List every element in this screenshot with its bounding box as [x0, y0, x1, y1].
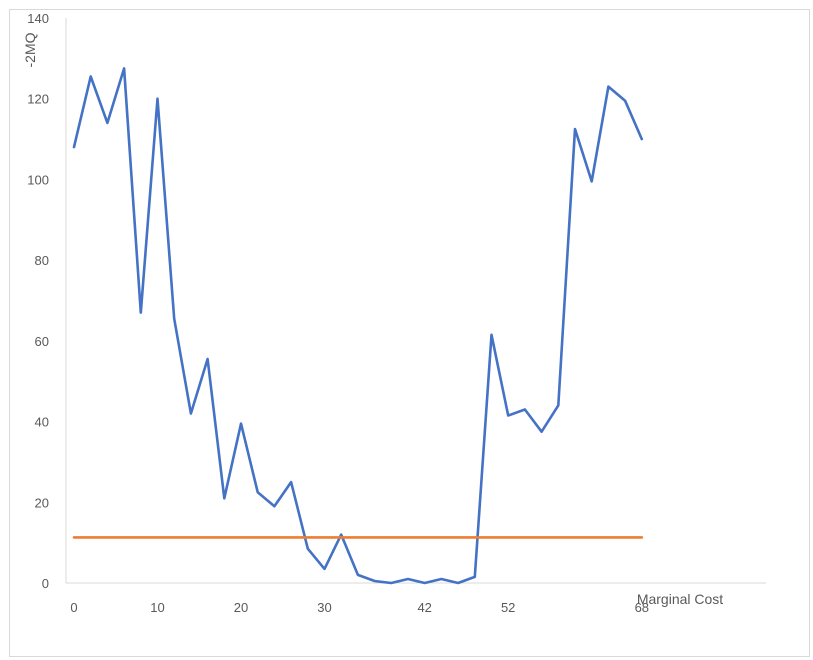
x-tick-label: 0	[70, 600, 77, 615]
series-layer	[72, 67, 644, 585]
x-tick-label: 42	[417, 600, 431, 615]
y-tick-label: 140	[27, 11, 49, 26]
x-tick-label: 52	[501, 600, 515, 615]
x-tick-labels: 0 10 20 30 42 52 68	[70, 600, 649, 615]
y-tick-label: 60	[35, 334, 49, 349]
y-tick-label: 120	[27, 92, 49, 107]
axes	[65, 18, 766, 584]
y-axis-title: -2MQ	[22, 32, 38, 67]
x-tick-label: 68	[635, 600, 649, 615]
chart-frame	[9, 9, 810, 657]
y-tick-label: 80	[35, 253, 49, 268]
series-line-1	[72, 67, 644, 585]
y-tick-label: 20	[35, 495, 49, 510]
x-tick-label: 30	[317, 600, 331, 615]
y-tick-label: 40	[35, 415, 49, 430]
x-axis-title: Marginal Cost	[637, 591, 723, 607]
x-tick-label: 20	[234, 600, 248, 615]
y-tick-label: 0	[42, 576, 49, 591]
y-tick-label: 100	[27, 172, 49, 187]
y-tick-labels: 0 20 40 60 80 100 120 140	[27, 11, 49, 591]
x-tick-label: 10	[150, 600, 164, 615]
